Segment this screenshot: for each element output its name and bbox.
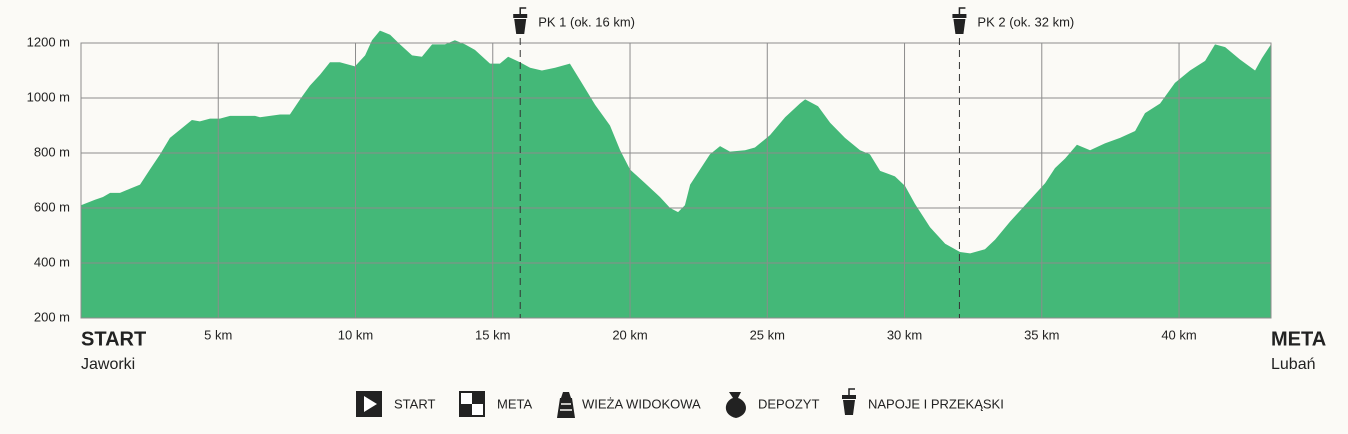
x-tick-label: 40 km bbox=[1161, 327, 1196, 342]
x-tick-label: 5 km bbox=[204, 327, 232, 342]
legend-icon bbox=[364, 396, 377, 412]
legend-icon bbox=[725, 392, 746, 418]
finish-label: META bbox=[1271, 328, 1326, 350]
checkpoint-icon bbox=[952, 7, 967, 34]
legend: START META WIEŻA WIDOKOWA DEPOZYT NAPOJE… bbox=[356, 388, 1004, 418]
x-tick-label: 25 km bbox=[750, 327, 785, 342]
elevation-area bbox=[81, 30, 1271, 318]
start-label: START bbox=[81, 328, 146, 350]
x-tick-label: 35 km bbox=[1024, 327, 1059, 342]
legend-label: NAPOJE I PRZEKĄSKI bbox=[868, 396, 1004, 411]
checkpoint-icon-straw bbox=[519, 7, 527, 14]
legend-icon bbox=[842, 388, 856, 415]
y-tick-label: 1200 m bbox=[27, 34, 70, 49]
plot-border bbox=[80, 42, 1272, 319]
legend-label: META bbox=[497, 396, 532, 411]
x-tick-label: 30 km bbox=[887, 327, 922, 342]
y-tick-label: 600 m bbox=[34, 199, 70, 214]
finish-place: Lubań bbox=[1271, 356, 1316, 373]
x-tick-label: 20 km bbox=[612, 327, 647, 342]
legend-icon bbox=[461, 393, 472, 404]
checkpoint-icon bbox=[513, 7, 528, 34]
checkpoint-label: PK 1 (ok. 16 km) bbox=[538, 14, 635, 29]
x-tick-label: 15 km bbox=[475, 327, 510, 342]
x-tick-label: 10 km bbox=[338, 327, 373, 342]
checkpoint-icon-lid bbox=[513, 14, 528, 18]
legend-icon bbox=[557, 392, 575, 418]
y-tick-label: 800 m bbox=[34, 144, 70, 159]
y-tick-label: 200 m bbox=[34, 309, 70, 324]
legend-icon bbox=[560, 403, 572, 411]
checkpoint-icon-lid bbox=[952, 14, 967, 18]
start-place: Jaworki bbox=[81, 356, 135, 373]
checkpoint-icon-cup bbox=[953, 19, 966, 34]
y-tick-label: 1000 m bbox=[27, 89, 70, 104]
legend-label: START bbox=[394, 396, 435, 411]
checkpoint-label: PK 2 (ok. 32 km) bbox=[977, 14, 1074, 29]
y-tick-label: 400 m bbox=[34, 254, 70, 269]
checkpoint-icon-straw bbox=[958, 7, 966, 14]
checkpoint-icon-cup bbox=[514, 19, 527, 34]
legend-icon bbox=[472, 404, 483, 415]
legend-label: DEPOZYT bbox=[758, 396, 819, 411]
legend-label: WIEŻA WIDOKOWA bbox=[582, 396, 701, 411]
